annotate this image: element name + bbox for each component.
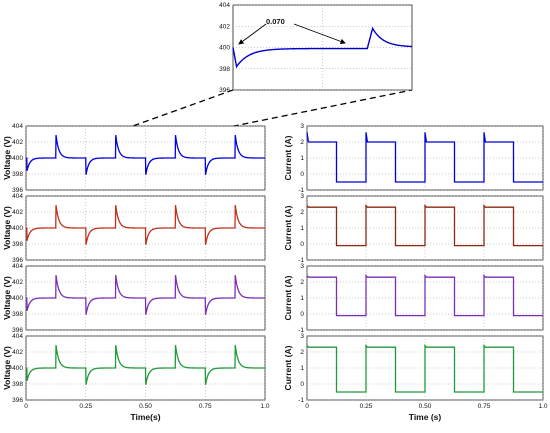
y-tick-label: 404 [12, 263, 23, 270]
panel-current-2: -1 0 1 2 3 Current (A) [283, 193, 544, 264]
y-tick-label: 396 [219, 87, 230, 94]
panel-current-3: -1 0 1 2 3 Current (A) [283, 263, 544, 334]
y-tick-label: 404 [12, 123, 23, 130]
y-axis-label: Current (A) [283, 275, 293, 320]
y-tick-label: 2 [300, 349, 304, 356]
y-tick-label: 404 [219, 2, 230, 9]
y-tick-label: -1 [298, 327, 304, 334]
y-tick-label: 396 [12, 397, 23, 404]
series-line [26, 275, 265, 315]
series-line [306, 273, 543, 317]
x-tick-label: 0.75 [478, 403, 491, 410]
y-tick-label: 3 [300, 123, 304, 130]
series-line [26, 205, 265, 245]
panel-current-1: -1 0 1 2 3 Current (A) [283, 123, 544, 194]
y-tick-label: 3 [300, 333, 304, 340]
annotation-arrow-right [293, 23, 346, 44]
zoom-guide-right [65, 89, 413, 161]
y-tick-label: -1 [298, 187, 304, 194]
y-tick-label: 0 [300, 381, 304, 388]
y-axis-label: Current (A) [283, 135, 293, 180]
y-tick-label: 398 [12, 381, 23, 388]
x-tick-label: 0 [24, 403, 28, 410]
y-tick-label: 400 [12, 225, 23, 232]
y-axis-label: Current (A) [283, 345, 293, 390]
y-tick-label: 2 [300, 279, 304, 286]
y-tick-label: 402 [12, 349, 23, 356]
series-line [306, 203, 543, 247]
x-axis-label: Time (s) [409, 412, 442, 422]
x-tick-label: 1.0 [260, 403, 269, 410]
x-tick-label: 1.0 [538, 403, 547, 410]
y-tick-label: 400 [12, 365, 23, 372]
series-line [26, 345, 265, 385]
y-tick-label: 398 [12, 171, 23, 178]
y-tick-label: 398 [12, 311, 23, 318]
y-tick-label: 402 [219, 23, 230, 30]
y-tick-label: 400 [12, 295, 23, 302]
y-tick-label: 2 [300, 139, 304, 146]
inset-plot: 396 398 400 402 404 0.070 [219, 2, 413, 94]
y-tick-label: 402 [12, 279, 23, 286]
inset-series-line [232, 26, 413, 69]
y-tick-label: 1 [300, 225, 304, 232]
inset-annotation: 0.070 [266, 17, 285, 26]
y-tick-label: 1 [300, 295, 304, 302]
y-tick-label: 1 [300, 365, 304, 372]
y-axis-label: Current (A) [283, 205, 293, 250]
y-tick-label: 396 [12, 327, 23, 334]
y-tick-label: 396 [12, 257, 23, 264]
y-tick-label: 402 [12, 209, 23, 216]
y-tick-label: 2 [300, 209, 304, 216]
x-tick-label: 0 [305, 403, 309, 410]
y-tick-label: 0 [300, 241, 304, 248]
y-tick-label: 404 [12, 333, 23, 340]
x-tick-label: 0.25 [360, 403, 373, 410]
y-tick-label: 396 [12, 187, 23, 194]
x-axis-label: Time(s) [130, 412, 160, 422]
y-tick-label: 404 [12, 193, 23, 200]
x-tick-label: 0.50 [419, 403, 432, 410]
y-tick-label: 402 [12, 139, 23, 146]
y-tick-label: 0 [300, 311, 304, 318]
y-axis-label: Voltage (V) [2, 346, 12, 390]
y-tick-label: -1 [298, 257, 304, 264]
y-tick-label: 400 [12, 155, 23, 162]
x-tick-label: 0.25 [79, 403, 92, 410]
y-tick-label: 1 [300, 155, 304, 162]
y-tick-label: 0 [300, 171, 304, 178]
y-tick-label: -1 [298, 397, 304, 404]
y-axis-label: Voltage (V) [2, 206, 12, 250]
x-tick-label: 0.50 [139, 403, 152, 410]
series-line [306, 343, 543, 393]
y-tick-label: 400 [219, 45, 230, 52]
y-tick-label: 398 [219, 66, 230, 73]
y-axis-label: Voltage (V) [2, 276, 12, 320]
annotation-arrow-left [238, 23, 267, 45]
x-tick-label: 0.75 [199, 403, 212, 410]
series-line [306, 132, 543, 183]
y-tick-label: 3 [300, 263, 304, 270]
series-line [26, 135, 265, 175]
y-tick-label: 3 [300, 193, 304, 200]
y-axis-label: Voltage (V) [2, 136, 12, 180]
y-tick-label: 398 [12, 241, 23, 248]
